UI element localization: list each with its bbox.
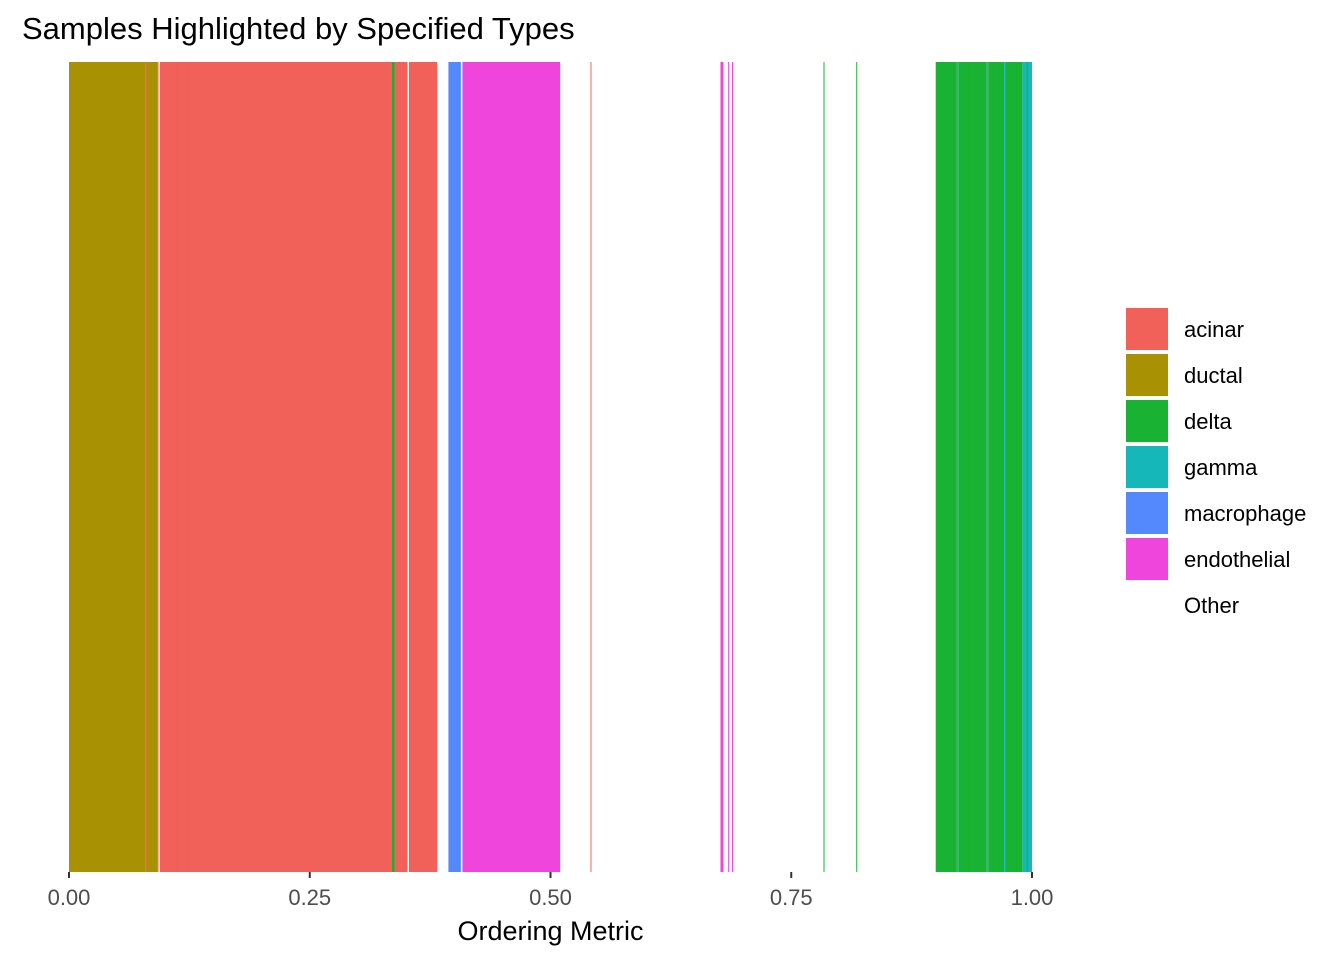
legend-key-endothelial — [1126, 538, 1168, 580]
legend-key-other — [1126, 584, 1168, 626]
bar-acinar-14 — [590, 62, 592, 872]
bar-ductal-0 — [69, 62, 146, 872]
x-axis-title: Ordering Metric — [457, 916, 643, 946]
bar-gamma-25 — [1004, 62, 1006, 872]
bar-Other-8 — [407, 62, 409, 872]
bar-macrophage-11 — [448, 62, 461, 872]
legend-label-ductal: ductal — [1184, 363, 1243, 388]
bar-endothelial-15 — [720, 62, 724, 872]
x-tick-label-0: 0.00 — [48, 885, 91, 910]
legend-label-other: Other — [1184, 593, 1239, 618]
legend-key-macrophage — [1126, 492, 1168, 534]
bar-delta-22 — [958, 62, 987, 872]
bar-endothelial-17 — [732, 62, 734, 872]
bar-ductal-2 — [146, 62, 158, 872]
bar-acinar-7 — [394, 62, 408, 872]
bar-delta-26 — [1005, 62, 1023, 872]
bars-layer — [69, 62, 1032, 872]
x-tick-label-3: 0.75 — [770, 885, 813, 910]
bar-gamma-23 — [986, 62, 989, 872]
bar-delta-18 — [823, 62, 825, 872]
bar-delta-6 — [391, 62, 395, 872]
bar-delta-19 — [856, 62, 858, 872]
legend-key-delta — [1126, 400, 1168, 442]
bar-acinar-1 — [145, 62, 147, 872]
bar-delta-24 — [988, 62, 1005, 872]
bar-Other-4 — [158, 62, 160, 872]
legend-key-acinar — [1126, 308, 1168, 350]
legend-key-ductal — [1126, 354, 1168, 396]
bar-delta-20 — [935, 62, 957, 872]
x-tick-label-1: 0.25 — [288, 885, 331, 910]
legend-label-acinar: acinar — [1184, 317, 1244, 342]
bar-endothelial-16 — [728, 62, 730, 872]
legend-label-endothelial: endothelial — [1184, 547, 1290, 572]
bar-endothelial-13 — [462, 62, 561, 872]
legend-key-gamma — [1126, 446, 1168, 488]
bar-Other-12 — [460, 62, 463, 872]
bar-gamma-21 — [956, 62, 959, 872]
legend-label-delta: delta — [1184, 409, 1232, 434]
x-axis-ticks: 0.00 0.25 0.50 0.75 1.00 — [48, 872, 1054, 910]
separators-layer — [164, 62, 1028, 872]
bar-acinar-9 — [408, 62, 438, 872]
bar-acinar-5 — [160, 62, 392, 872]
legend: acinar ductal delta gamma macrophage endothel… — [1126, 308, 1306, 626]
legend-label-macrophage: macrophage — [1184, 501, 1306, 526]
x-tick-label-4: 1.00 — [1011, 885, 1054, 910]
bar-Other-10 — [437, 62, 449, 872]
chart-title: Samples Highlighted by Specified Types — [22, 11, 575, 46]
legend-label-gamma: gamma — [1184, 455, 1258, 480]
bar-acinar-3 — [157, 62, 159, 872]
x-tick-label-2: 0.50 — [529, 885, 572, 910]
